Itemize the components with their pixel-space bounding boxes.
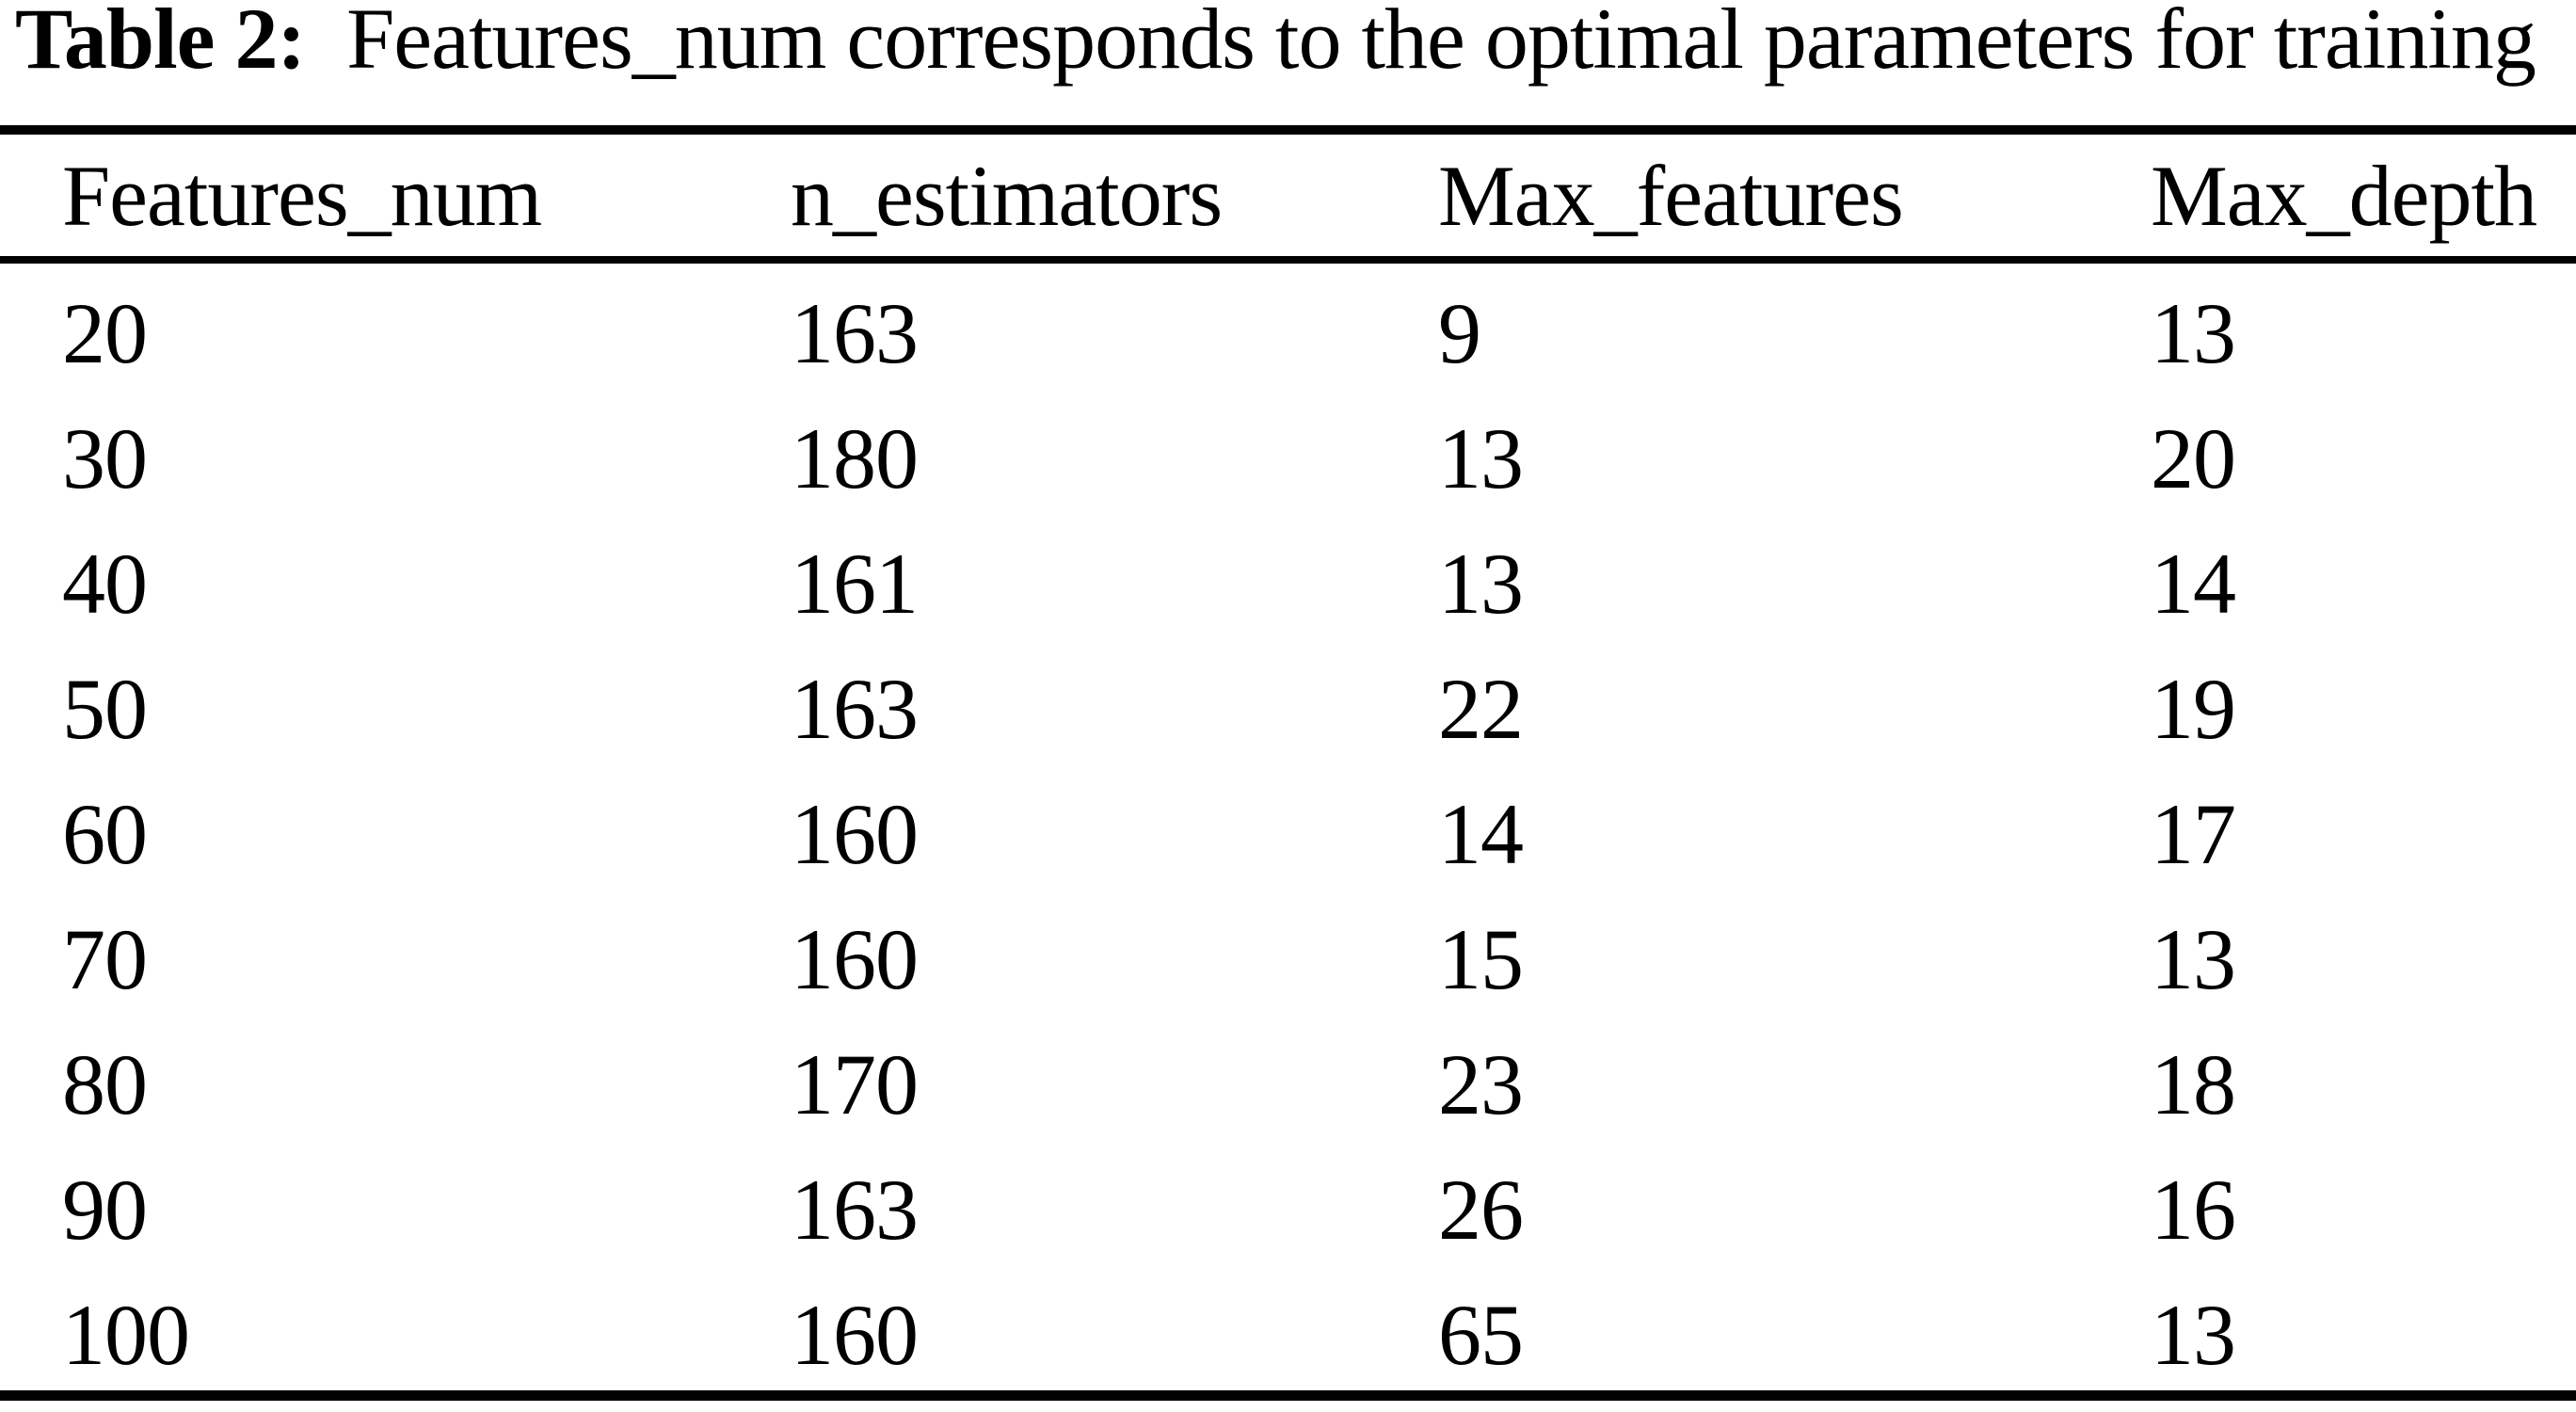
table-cell: 180 xyxy=(791,409,919,506)
table-cell: 20 xyxy=(2151,409,2236,506)
table-cell: 80 xyxy=(62,1035,148,1132)
table-cell: 26 xyxy=(1438,1161,1524,1258)
table-row: 40 161 13 14 xyxy=(0,514,2576,639)
table-cell: 163 xyxy=(791,284,919,381)
table-cell: 65 xyxy=(1438,1286,1524,1383)
column-header-n-estimators: n_estimators xyxy=(791,130,1438,264)
table-cell: 90 xyxy=(62,1161,148,1258)
table-cell: 18 xyxy=(2151,1035,2236,1132)
table-cell: 22 xyxy=(1438,660,1524,757)
table-cell: 100 xyxy=(62,1286,190,1383)
optimal-parameters-table: Features_num n_estimators Max_features M… xyxy=(0,125,2576,1401)
table-caption-text: Features_num corresponds to the optimal … xyxy=(346,0,2536,87)
table-cell: 163 xyxy=(791,1161,919,1258)
table-row: 70 160 15 13 xyxy=(0,890,2576,1015)
table-cell: 20 xyxy=(62,284,148,381)
table-row: 30 180 13 20 xyxy=(0,389,2576,514)
table-cell: 14 xyxy=(2151,535,2236,632)
table-cell: 40 xyxy=(62,535,148,632)
table-cell: 14 xyxy=(1438,785,1524,882)
column-header-max-depth: Max_depth xyxy=(2151,130,2576,264)
table-cell: 160 xyxy=(791,910,919,1007)
table-cell: 13 xyxy=(2151,1286,2236,1383)
table-cell: 13 xyxy=(1438,535,1524,632)
table-caption: Table 2: Features_num corresponds to the … xyxy=(15,0,2536,90)
table-cell: 170 xyxy=(791,1035,919,1132)
table-cell: 13 xyxy=(2151,910,2236,1007)
table-cell: 163 xyxy=(791,660,919,757)
table-cell: 160 xyxy=(791,1286,919,1383)
table-row: 60 160 14 17 xyxy=(0,764,2576,890)
table-cell: 60 xyxy=(62,785,148,882)
column-header-features-num: Features_num xyxy=(0,130,791,264)
table-cell: 13 xyxy=(2151,284,2236,381)
table-row: 80 170 23 18 xyxy=(0,1015,2576,1140)
table-cell: 50 xyxy=(62,660,148,757)
table-cell: 9 xyxy=(1438,284,1481,381)
table-row: 20 163 9 13 xyxy=(0,260,2576,389)
table-cell: 13 xyxy=(1438,409,1524,506)
table-cell: 19 xyxy=(2151,660,2236,757)
table-row: 50 163 22 19 xyxy=(0,639,2576,764)
table-cell: 161 xyxy=(791,535,919,632)
column-header-max-features: Max_features xyxy=(1438,130,2151,264)
table-cell: 16 xyxy=(2151,1161,2236,1258)
table-row: 100 160 65 13 xyxy=(0,1265,2576,1396)
table-row: 90 163 26 16 xyxy=(0,1140,2576,1265)
table-cell: 17 xyxy=(2151,785,2236,882)
table-caption-label: Table 2: xyxy=(15,0,306,87)
table-cell: 15 xyxy=(1438,910,1524,1007)
table-cell: 160 xyxy=(791,785,919,882)
table-cell: 70 xyxy=(62,910,148,1007)
table-cell: 30 xyxy=(62,409,148,506)
table-cell: 23 xyxy=(1438,1035,1524,1132)
table-body: 20 163 9 13 30 180 13 20 40 161 13 14 50… xyxy=(0,260,2576,1396)
table-header-row: Features_num n_estimators Max_features M… xyxy=(0,130,2576,264)
